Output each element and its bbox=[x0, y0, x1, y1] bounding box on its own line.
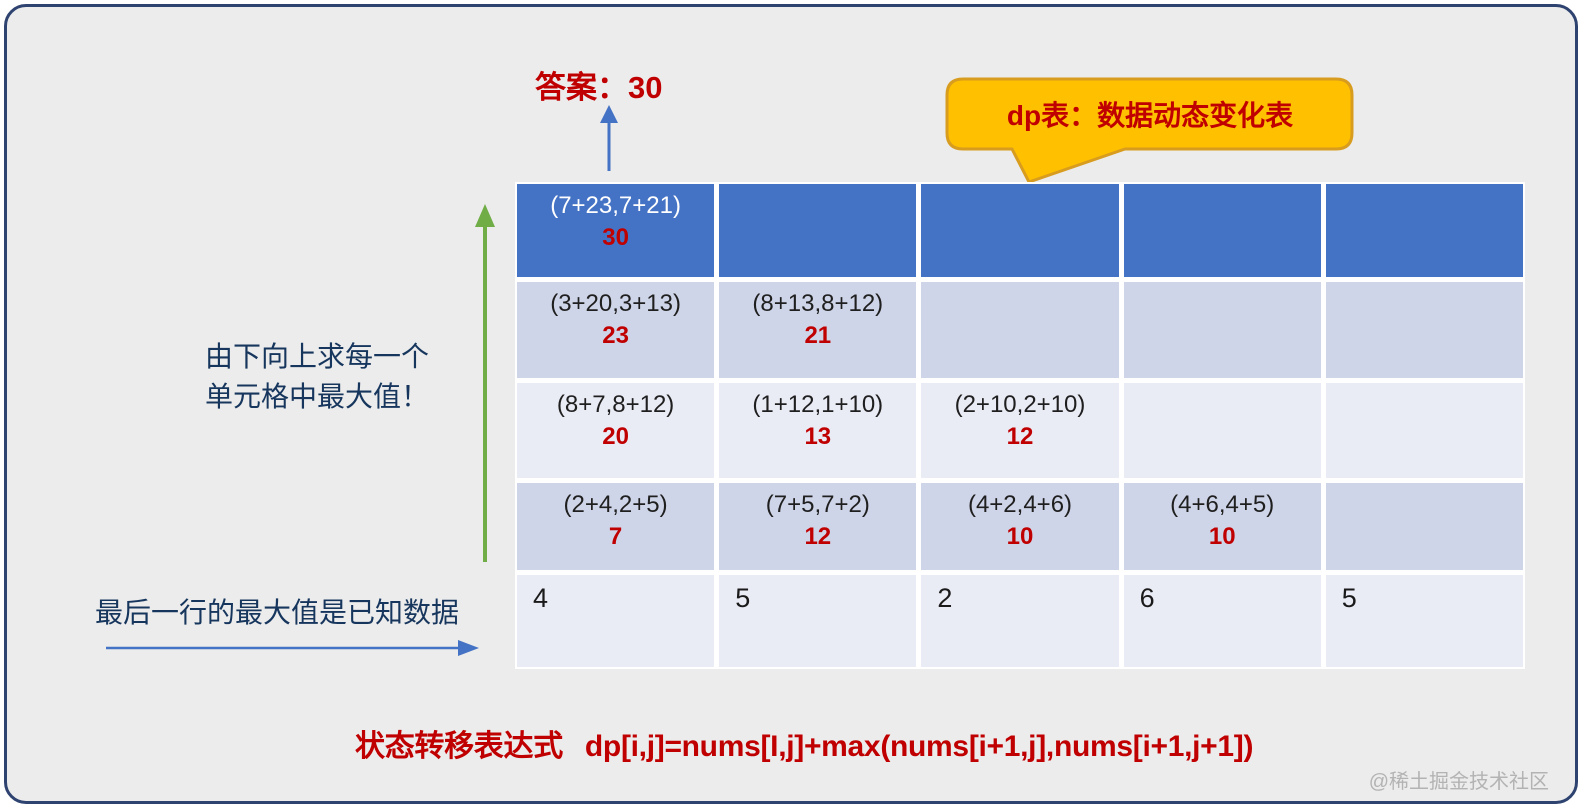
dp-cell-expression: (1+12,1+10) bbox=[752, 391, 884, 418]
dp-cell-expression: (2+10,2+10) bbox=[954, 391, 1086, 418]
dp-cell-r0-c0: (7+23,7+21) 30 bbox=[517, 184, 715, 277]
callout-label: dp表：数据动态变化表 bbox=[1006, 100, 1294, 131]
dp-cell-r1-c2 bbox=[921, 282, 1119, 378]
dp-cell-r2-c2: (2+10,2+10) 12 bbox=[921, 383, 1119, 478]
dp-cell-max-value: 10 bbox=[1208, 523, 1236, 550]
formula-label: 状态转移表达式 bbox=[355, 730, 563, 763]
dp-cell-r3-c1: (7+5,7+2) 12 bbox=[719, 483, 917, 570]
dp-cell-expression: (7+23,7+21) bbox=[550, 192, 681, 219]
dp-cell-max-value: 12 bbox=[1006, 423, 1034, 450]
dp-cell-r4-c1: 5 bbox=[719, 575, 917, 667]
dp-cell-r2-c0: (8+7,8+12) 20 bbox=[517, 383, 715, 478]
left-note-line2: 单元格中最大值！ bbox=[204, 381, 429, 412]
dp-cell-r0-c2 bbox=[921, 184, 1119, 277]
dp-cell-r2-c4 bbox=[1325, 383, 1523, 478]
dp-cell-r1-c0: (3+20,3+13) 23 bbox=[517, 282, 715, 378]
dp-cell-r0-c1 bbox=[719, 184, 917, 277]
watermark: @稀土掘金技术社区 bbox=[1368, 771, 1549, 793]
dp-cell-r1-c3 bbox=[1123, 282, 1321, 378]
dp-cell-r3-c3: (4+6,4+5) 10 bbox=[1123, 483, 1321, 570]
answer-up-arrow-icon bbox=[600, 105, 618, 171]
dp-cell-r4-c0: 4 bbox=[517, 575, 715, 667]
dp-table: (7+23,7+21) 30 (3+20,3+13) 23 (8+13,8+12) 21(… bbox=[515, 182, 1525, 669]
dp-cell-max-value: 7 bbox=[608, 523, 623, 550]
dp-cell-number: 4 bbox=[533, 583, 549, 613]
dp-cell-expression: (8+13,8+12) bbox=[752, 290, 884, 317]
dp-cell-number: 6 bbox=[1139, 583, 1155, 613]
dp-cell-max-value: 20 bbox=[602, 423, 629, 450]
dp-cell-expression: (2+4,2+5) bbox=[563, 491, 668, 518]
dp-cell-number: 5 bbox=[735, 583, 751, 613]
dp-cell-r3-c4 bbox=[1325, 483, 1523, 570]
dp-cell-r3-c0: (2+4,2+5) 7 bbox=[517, 483, 715, 570]
dp-cell-max-value: 10 bbox=[1006, 523, 1034, 550]
dp-cell-r4-c4: 5 bbox=[1325, 575, 1523, 667]
dp-cell-r1-c4 bbox=[1325, 282, 1523, 378]
dp-cell-r2-c3 bbox=[1123, 383, 1321, 478]
dp-cell-expression: (8+7,8+12) bbox=[556, 391, 675, 418]
formula-expression: dp[i,j]=nums[I,j]+max(nums[i+1,j],nums[i… bbox=[584, 730, 1254, 763]
left-note: 由下向上求每一个 单元格中最大值！ bbox=[167, 337, 467, 417]
dp-cell-r2-c1: (1+12,1+10) 13 bbox=[719, 383, 917, 478]
callout-bubble bbox=[945, 77, 1354, 184]
left-note-line1: 由下向上求每一个 bbox=[204, 341, 429, 372]
dp-cell-number: 5 bbox=[1341, 583, 1357, 613]
dp-cell-max-value: 21 bbox=[804, 322, 832, 349]
dp-cell-r4-c2: 2 bbox=[921, 575, 1119, 667]
dp-cell-expression: (4+2,4+6) bbox=[967, 491, 1073, 518]
dp-cell-number: 2 bbox=[937, 583, 953, 613]
slide-background: 答案：30 dp表：数据动态变化表 由下向上求每一个 单元格中最大值！ 最后一行… bbox=[4, 4, 1578, 804]
answer-label: 答案：30 bbox=[535, 70, 663, 105]
dp-cell-expression: (4+6,4+5) bbox=[1170, 491, 1275, 518]
bottom-note: 最后一行的最大值是已知数据 bbox=[95, 597, 460, 628]
dp-cell-max-value: 13 bbox=[804, 423, 832, 450]
dp-cell-max-value: 12 bbox=[804, 523, 832, 550]
dp-cell-expression: (3+20,3+13) bbox=[550, 290, 681, 317]
dp-cell-expression: (7+5,7+2) bbox=[765, 491, 870, 518]
right-arrow-icon bbox=[106, 640, 479, 656]
formula-line: 状态转移表达式 dp[i,j]=nums[I,j]+max(nums[i+1,j]… bbox=[355, 721, 1253, 765]
dp-cell-r1-c1: (8+13,8+12) 21 bbox=[719, 282, 917, 378]
dp-cell-r3-c2: (4+2,4+6) 10 bbox=[921, 483, 1119, 570]
dp-cell-r0-c4 bbox=[1325, 184, 1523, 277]
dp-cell-max-value: 23 bbox=[602, 322, 629, 349]
dp-cell-r0-c3 bbox=[1123, 184, 1321, 277]
dp-cell-r4-c3: 6 bbox=[1123, 575, 1321, 667]
dp-cell-max-value: 30 bbox=[602, 224, 629, 251]
green-up-arrow-icon bbox=[475, 204, 495, 562]
